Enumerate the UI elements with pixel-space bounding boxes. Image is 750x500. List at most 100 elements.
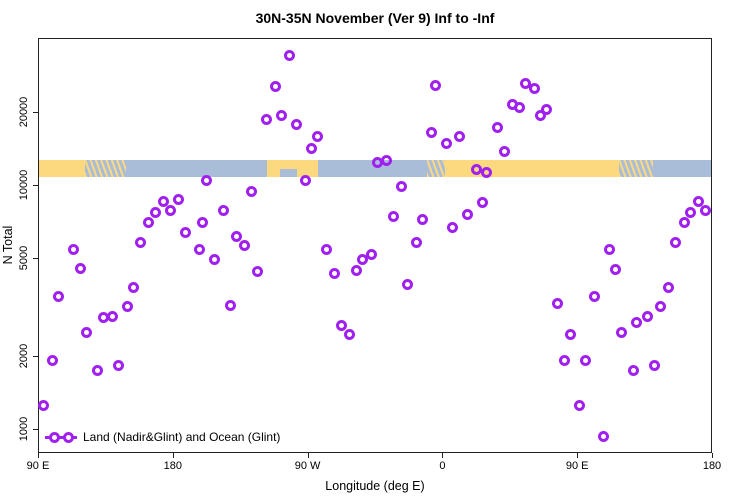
data-point — [225, 299, 237, 311]
data-point — [270, 81, 282, 93]
data-point — [649, 360, 661, 372]
data-point — [692, 196, 704, 208]
data-point — [565, 328, 577, 340]
data-point — [631, 316, 643, 328]
data-point — [481, 166, 493, 178]
x-tick-mark — [712, 453, 713, 458]
data-point — [261, 113, 273, 125]
data-point — [679, 216, 691, 228]
data-point — [238, 240, 250, 252]
data-point — [336, 320, 348, 332]
data-point — [685, 206, 697, 218]
data-point — [616, 326, 628, 338]
x-tick-mark — [38, 453, 39, 458]
band-land-segment — [39, 160, 86, 177]
data-point — [112, 360, 124, 372]
data-point — [246, 186, 258, 198]
data-point — [306, 142, 318, 154]
y-tick-label: 1000 — [18, 416, 30, 442]
data-point — [604, 244, 616, 256]
data-point — [514, 102, 526, 114]
y-tick-label: 10000 — [18, 169, 30, 201]
x-tick-label: 90 E — [565, 460, 589, 472]
data-point — [165, 205, 177, 217]
data-point — [461, 208, 473, 220]
data-point — [476, 197, 488, 209]
legend-line-icon — [45, 435, 77, 439]
data-point — [610, 264, 622, 276]
y-tick-label: 20000 — [18, 96, 30, 127]
data-point — [559, 355, 571, 367]
data-point — [351, 265, 363, 277]
data-point — [380, 155, 392, 167]
data-point — [127, 282, 139, 294]
data-point — [491, 122, 503, 134]
legend-label: Land (Nadir&Glint) and Ocean (Glint) — [83, 430, 281, 444]
data-point — [291, 119, 303, 131]
data-point — [520, 77, 532, 89]
data-point — [300, 175, 312, 187]
y-tick-mark — [33, 185, 38, 186]
legend: Land (Nadir&Glint) and Ocean (Glint) — [45, 430, 280, 444]
band-coast-segment — [85, 160, 126, 177]
data-point — [641, 310, 653, 322]
x-axis-label: Longitude (deg E) — [325, 479, 425, 493]
x-tick-mark — [577, 453, 579, 458]
chart-title: 30N-35N November (Ver 9) Inf to -Inf — [255, 10, 495, 26]
plot-area: Land (Nadir&Glint) and Ocean (Glint) — [38, 38, 712, 453]
data-point — [401, 278, 413, 290]
data-point — [388, 210, 400, 222]
data-point — [135, 236, 147, 248]
data-point — [196, 216, 208, 228]
data-point — [662, 282, 674, 294]
data-point — [446, 222, 458, 234]
data-point — [470, 163, 482, 175]
data-point — [67, 244, 79, 256]
x-tick-mark — [307, 453, 309, 458]
legend-symbol — [45, 431, 77, 444]
data-point — [46, 355, 58, 367]
data-point — [416, 214, 428, 226]
band-coast-segment — [618, 160, 654, 177]
data-point — [395, 180, 407, 192]
data-point — [598, 430, 610, 442]
legend-circle-icon — [49, 431, 60, 443]
data-point — [425, 127, 437, 139]
data-point — [252, 266, 264, 278]
data-point — [670, 236, 682, 248]
x-tick-label: 180 — [702, 460, 722, 472]
y-tick-mark — [33, 429, 38, 430]
y-tick-mark — [33, 111, 38, 113]
data-point — [193, 244, 205, 256]
data-point — [106, 310, 118, 322]
y-tick-label: 2000 — [18, 343, 30, 368]
data-point — [231, 231, 243, 243]
data-point — [217, 205, 229, 217]
data-point — [499, 145, 511, 157]
data-point — [38, 399, 49, 411]
data-point — [172, 194, 184, 206]
data-point — [150, 206, 162, 218]
data-point — [655, 300, 667, 312]
x-tick-mark — [172, 453, 174, 458]
data-point — [52, 291, 64, 303]
data-point — [430, 79, 442, 91]
data-point — [580, 355, 592, 367]
data-point — [91, 365, 103, 377]
band-coast-segment — [426, 160, 445, 177]
data-point — [574, 399, 586, 411]
data-point — [81, 326, 93, 338]
data-point — [357, 254, 369, 266]
band-land-segment — [266, 160, 318, 177]
y-axis-label: N Total — [1, 225, 15, 265]
x-tick-label: 0 — [439, 460, 446, 472]
band-ocean-notch — [280, 169, 297, 177]
legend-circle-icon — [63, 431, 74, 443]
data-point — [276, 110, 288, 122]
y-tick-label: 5000 — [18, 246, 30, 271]
data-point — [343, 328, 355, 340]
x-tick-label: 90 E — [26, 460, 50, 472]
map-band — [39, 160, 711, 177]
data-point — [366, 248, 377, 260]
